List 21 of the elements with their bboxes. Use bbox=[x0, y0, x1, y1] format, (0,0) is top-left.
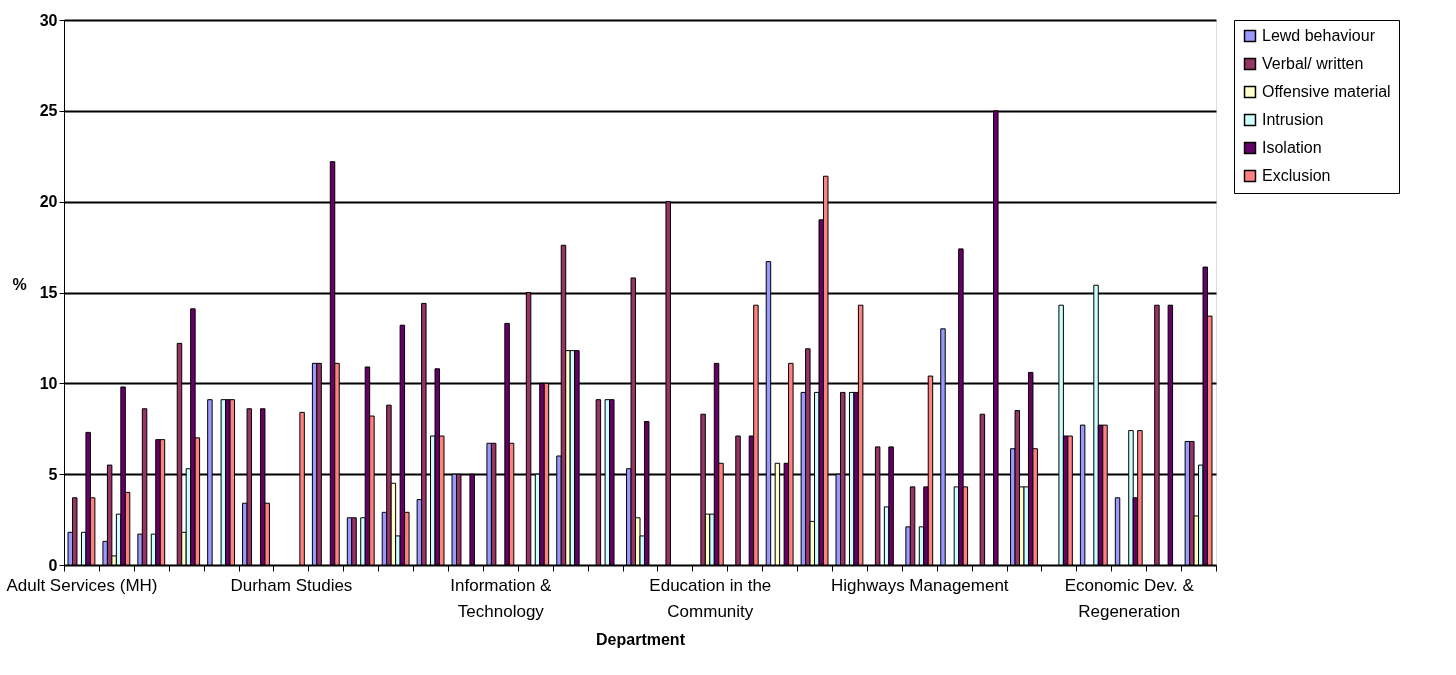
legend-label: Exclusion bbox=[1262, 167, 1331, 184]
legend-label: Isolation bbox=[1262, 139, 1322, 156]
y-tick-label: 25 bbox=[39, 102, 58, 120]
y-tick-label: 20 bbox=[39, 193, 58, 211]
y-tick-label: 5 bbox=[48, 465, 58, 483]
x-tick-label: Education in the Community bbox=[649, 575, 772, 621]
x-tick-label: Information & Technology bbox=[450, 575, 553, 621]
legend-label: Lewd behaviour bbox=[1262, 27, 1376, 44]
legend-label: Intrusion bbox=[1262, 111, 1324, 128]
y-tick-label: 15 bbox=[39, 284, 58, 301]
legend-label: Verbal/ written bbox=[1262, 55, 1364, 72]
x-tick-label: Adult Services (MH) bbox=[6, 575, 158, 595]
y-tick-label: 0 bbox=[48, 556, 58, 574]
x-axis-title: Department bbox=[596, 630, 686, 648]
y-axis-title: % bbox=[12, 276, 27, 293]
x-tick-label: Durham Studies bbox=[230, 575, 353, 595]
y-tick-label: 10 bbox=[39, 374, 58, 392]
x-tick-label: Economic Dev. & Regeneration bbox=[1064, 575, 1195, 621]
y-tick-label: 30 bbox=[39, 11, 58, 29]
legend-label: Offensive material bbox=[1262, 83, 1391, 100]
x-tick-label: Highways Management bbox=[830, 575, 1009, 595]
